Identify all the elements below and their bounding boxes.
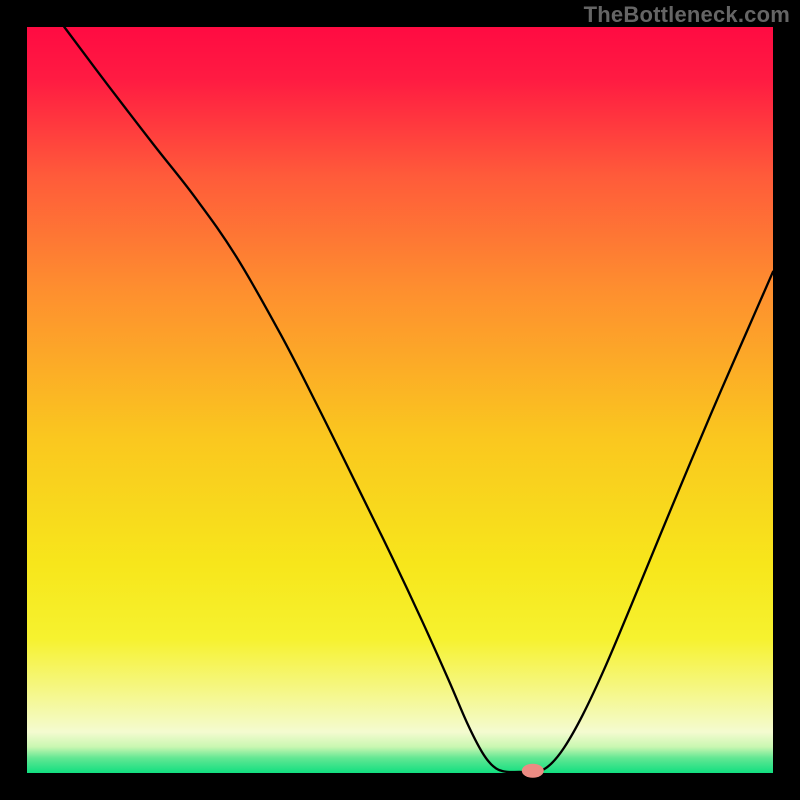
plot-background (27, 27, 773, 773)
optimal-point-marker (522, 764, 544, 778)
chart-container: TheBottleneck.com (0, 0, 800, 800)
bottleneck-chart (0, 0, 800, 800)
watermark-label: TheBottleneck.com (584, 2, 790, 28)
